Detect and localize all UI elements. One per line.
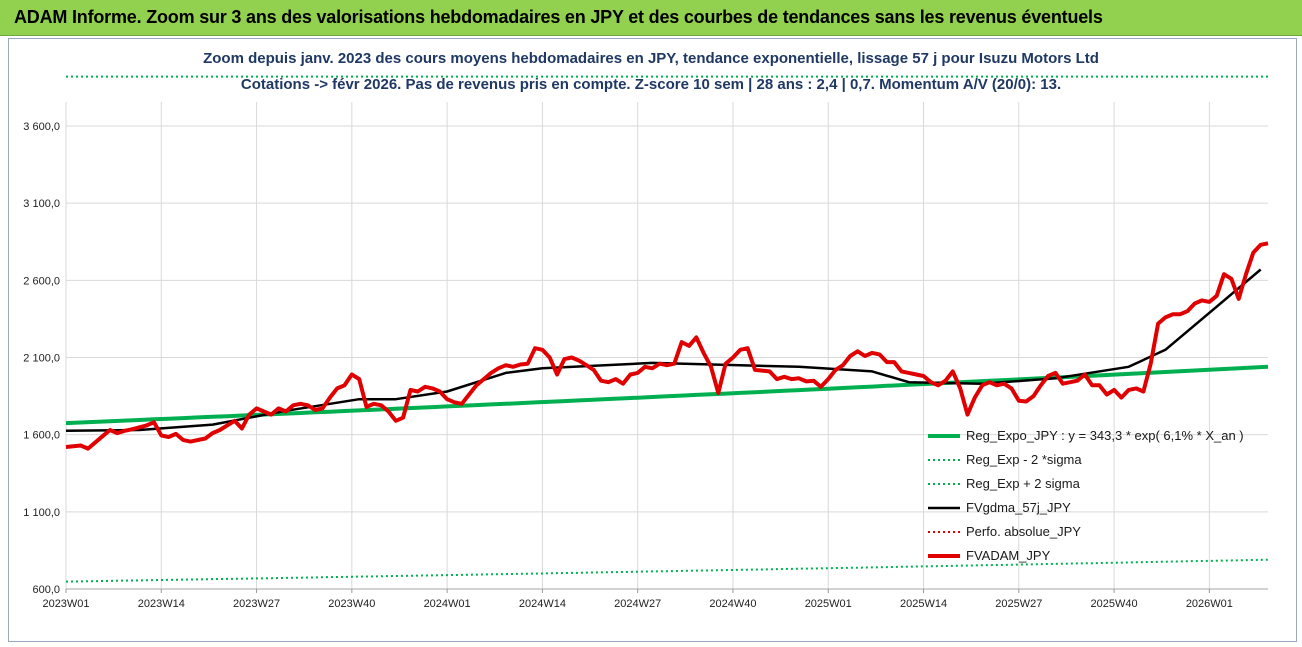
x-tick-label: 2023W01	[42, 598, 89, 610]
x-tick-label: 2024W01	[424, 598, 471, 610]
legend: Reg_Expo_JPY : y = 343,3 * exp( 6,1% * X…	[928, 428, 1244, 563]
series-line-1	[65, 558, 1269, 583]
y-tick-label: 600,0	[32, 584, 60, 596]
series-layer	[65, 75, 1269, 583]
y-tick-label: 2 600,0	[23, 275, 60, 287]
report-banner: ADAM Informe. Zoom sur 3 ans des valoris…	[0, 0, 1302, 36]
x-tick-label: 2025W14	[900, 598, 947, 610]
report-banner-title: ADAM Informe. Zoom sur 3 ans des valoris…	[14, 7, 1103, 27]
legend-label-5: FVADAM_JPY	[966, 548, 1051, 563]
x-tick-label: 2026W01	[1186, 598, 1233, 610]
chart-frame	[8, 38, 1297, 642]
legend-label-1: Reg_Exp - 2 *sigma	[966, 452, 1082, 467]
legend-label-2: Reg_Exp + 2 sigma	[966, 476, 1081, 491]
chart-subtitle: Cotations -> févr 2026. Pas de revenus p…	[240, 76, 1062, 93]
x-tick-label: 2023W40	[328, 598, 375, 610]
x-tick-label: 2023W14	[138, 598, 185, 610]
x-tick-label: 2024W27	[614, 598, 661, 610]
y-tick-label: 3 600,0	[23, 121, 60, 133]
x-tick-label: 2023W27	[233, 598, 280, 610]
x-tick-label: 2024W40	[709, 598, 756, 610]
legend-label-4: Perfo. absolue_JPY	[966, 524, 1081, 539]
y-tick-label: 1 100,0	[23, 507, 60, 519]
y-axis-ticks: 600,0 1 100,0 1 600,0 2 100,0 2 600,0 3 100,0…	[23, 121, 60, 596]
series-line-3	[65, 268, 1262, 433]
series-line-5	[65, 241, 1269, 451]
gridlines	[65, 102, 1268, 590]
legend-label-0: Reg_Expo_JPY : y = 343,3 * exp( 6,1% * X…	[966, 428, 1244, 443]
chart-title: Zoom depuis janv. 2023 des cours moyens …	[203, 50, 1099, 67]
x-tick-label: 2025W27	[995, 598, 1042, 610]
x-axis-ticks: 2023W01 2023W14 2023W27 2023W40 2024W01 2024W…	[42, 589, 1233, 610]
y-tick-label: 3 100,0	[23, 198, 60, 210]
x-tick-label: 2025W01	[805, 598, 852, 610]
y-tick-label: 2 100,0	[23, 353, 60, 365]
x-tick-label: 2025W40	[1091, 598, 1138, 610]
legend-label-3: FVgdma_57j_JPY	[966, 500, 1071, 515]
x-tick-label: 2024W14	[519, 598, 566, 610]
y-tick-label: 1 600,0	[23, 430, 60, 442]
